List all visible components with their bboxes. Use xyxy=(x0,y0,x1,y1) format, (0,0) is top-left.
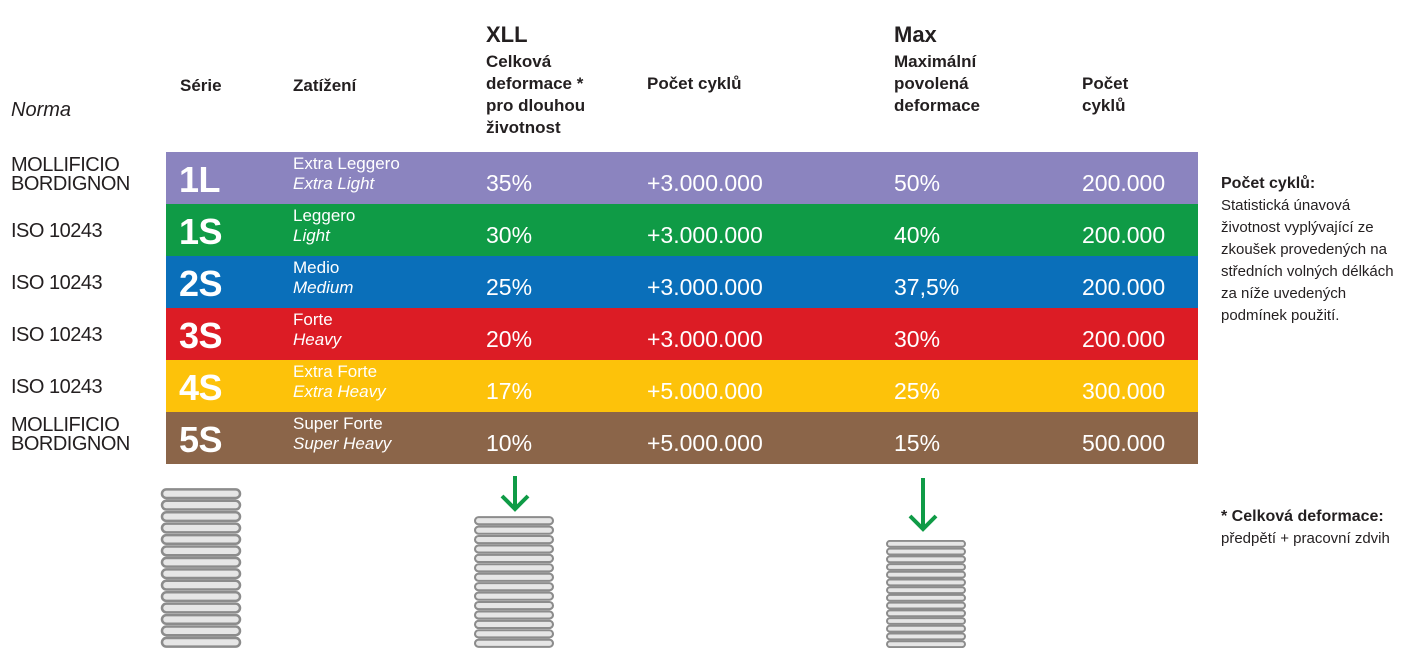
xll-deformation: 30% xyxy=(486,222,533,248)
cycles-max-header-line: Počet xyxy=(1082,74,1129,93)
cycles-note-line: středních volných délkách xyxy=(1221,263,1394,280)
max-deformation: 30% xyxy=(894,326,941,352)
xll-cycles: +3.000.000 xyxy=(647,274,763,300)
load-it: Extra Forte xyxy=(293,362,378,381)
load-label: Super Forte Super Heavy xyxy=(293,414,391,454)
series-code: 5S xyxy=(179,419,223,460)
xll-sub-line: deformace * xyxy=(486,74,584,93)
max-cycles: 200.000 xyxy=(1082,274,1166,300)
xll-deformation: 35% xyxy=(486,170,533,196)
max-cycles: 200.000 xyxy=(1082,326,1166,352)
cycles-max-header-line: cyklů xyxy=(1082,96,1126,115)
max-header-subtitle: Maximální povolená deformace xyxy=(894,51,980,117)
xll-deformation: 25% xyxy=(486,274,533,300)
xll-sub-line: životnost xyxy=(486,118,561,137)
xll-header-title: XLL xyxy=(486,22,528,47)
xll-header-subtitle: Celková deformace * pro dlouhou životnos… xyxy=(486,51,585,139)
table-row: 5S Super Forte Super Heavy 10% +5.000.000… xyxy=(166,412,1198,464)
max-sub-line: povolená xyxy=(894,74,969,93)
cycles-note-line: zkoušek provedených na xyxy=(1221,241,1387,258)
table-row: 3S Forte Heavy 20% +3.000.000 30% 200.000 xyxy=(166,308,1198,360)
max-cycles: 200.000 xyxy=(1082,222,1166,248)
load-en: Extra Light xyxy=(293,174,375,193)
spring-icon xyxy=(160,488,242,648)
xll-deformation: 20% xyxy=(486,326,533,352)
xll-cycles: +3.000.000 xyxy=(647,170,763,196)
xll-cycles: +5.000.000 xyxy=(647,378,763,404)
max-cycles: 500.000 xyxy=(1082,430,1166,456)
load-en: Extra Heavy xyxy=(293,382,386,401)
norma-line: MOLLIFICIO xyxy=(11,154,120,176)
norma-cell: ISO 10243 xyxy=(11,324,103,346)
serie-header: Série xyxy=(180,76,222,95)
load-it: Leggero xyxy=(293,206,356,225)
xll-sub-line: Celková xyxy=(486,52,552,71)
arrow-down-icon xyxy=(500,476,530,512)
xll-cycles: +3.000.000 xyxy=(647,222,763,248)
spring-series-table: 1L Extra Leggero Extra Light 35% +3.000.0… xyxy=(166,152,1198,464)
norma-line: BORDIGNON xyxy=(11,173,130,195)
max-sub-line: Maximální xyxy=(894,52,977,71)
norma-cell: ISO 10243 xyxy=(11,220,103,242)
max-sub-line: deformace xyxy=(894,96,980,115)
series-code: 1L xyxy=(179,159,221,200)
load-label: Extra Forte Extra Heavy xyxy=(293,362,386,402)
max-deformation: 37,5% xyxy=(894,274,960,300)
load-it: Super Forte xyxy=(293,414,383,433)
max-cycles: 200.000 xyxy=(1082,170,1166,196)
load-en: Medium xyxy=(293,278,354,297)
xll-cycles: +3.000.000 xyxy=(647,326,763,352)
xll-sub-line: pro dlouhou xyxy=(486,96,586,115)
xll-deformation: 17% xyxy=(486,378,533,404)
table-row: 2S Medio Medium 25% +3.000.000 37,5% 200.… xyxy=(166,256,1198,308)
load-label: Forte Heavy xyxy=(293,310,341,350)
norma-cell: MOLLIFICIO BORDIGNON xyxy=(11,414,130,455)
series-code: 2S xyxy=(179,263,223,304)
load-en: Light xyxy=(293,226,330,245)
deformation-note-text: předpětí + pracovní zdvih xyxy=(1221,530,1390,547)
load-label: Extra Leggero Extra Light xyxy=(293,154,400,194)
load-it: Medio xyxy=(293,258,340,277)
deformation-note-title: * Celková deformace: xyxy=(1221,508,1384,525)
spring-icon xyxy=(886,540,966,648)
norma-cell: ISO 10243 xyxy=(11,272,103,294)
max-header-title: Max xyxy=(894,22,937,47)
norma-line: BORDIGNON xyxy=(11,433,130,455)
xll-cycles: +5.000.000 xyxy=(647,430,763,456)
cycles-note-line: podmínek použití. xyxy=(1221,307,1340,324)
table-row: 1S Leggero Light 30% +3.000.000 40% 200.0… xyxy=(166,204,1198,256)
load-en: Super Heavy xyxy=(293,434,392,453)
cycles-note-title: Počet cyklů: xyxy=(1221,175,1316,192)
norma-cell: MOLLIFICIO BORDIGNON xyxy=(11,154,130,195)
max-deformation: 40% xyxy=(894,222,941,248)
cycles-note-line: Statistická únavová xyxy=(1221,197,1351,214)
max-deformation: 50% xyxy=(894,170,941,196)
arrow-down-icon xyxy=(908,478,938,532)
series-code: 1S xyxy=(179,211,223,252)
cycles-note: Počet cyklů: Statistická únavová životno… xyxy=(1221,173,1421,327)
table-row: 1L Extra Leggero Extra Light 35% +3.000.0… xyxy=(166,152,1198,204)
load-label: Leggero Light xyxy=(293,206,355,246)
max-deformation: 25% xyxy=(894,378,941,404)
max-deformation: 15% xyxy=(894,430,941,456)
spring-icon xyxy=(473,516,555,648)
cycles-max-header: Počet cyklů xyxy=(1082,73,1128,117)
cycles-note-line: za níže uvedených xyxy=(1221,285,1347,302)
norma-header: Norma xyxy=(11,99,72,121)
max-cycles: 300.000 xyxy=(1082,378,1166,404)
series-code: 4S xyxy=(179,367,223,408)
xll-deformation: 10% xyxy=(486,430,533,456)
cycles-note-line: životnost vyplývající ze xyxy=(1221,219,1374,236)
series-code: 3S xyxy=(179,315,223,356)
norma-cell: ISO 10243 xyxy=(11,376,103,398)
cycles-xll-header: Počet cyklů xyxy=(647,74,742,93)
load-it: Extra Leggero xyxy=(293,154,400,173)
load-it: Forte xyxy=(293,310,333,329)
deformation-note: * Celková deformace: předpětí + pracovní… xyxy=(1221,506,1421,550)
norma-line: MOLLIFICIO xyxy=(11,414,120,436)
table-row: 4S Extra Forte Extra Heavy 17% +5.000.000… xyxy=(166,360,1198,412)
load-en: Heavy xyxy=(293,330,342,349)
load-label: Medio Medium xyxy=(293,258,353,298)
zatizeni-header: Zatížení xyxy=(293,76,357,95)
